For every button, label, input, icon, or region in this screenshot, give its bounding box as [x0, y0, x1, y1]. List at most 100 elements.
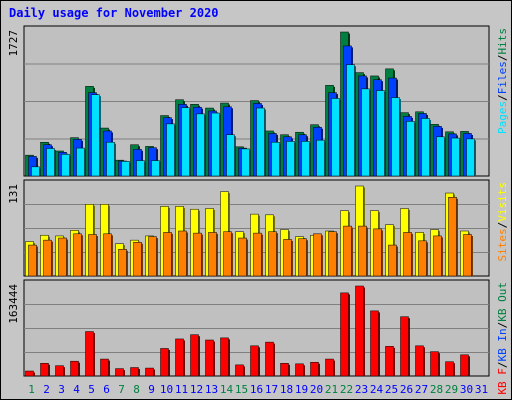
bar-pages-17 [271, 141, 280, 177]
bar-sites-17 [268, 231, 277, 277]
bar-sites-20 [313, 233, 322, 277]
day-label-23: 23 [355, 383, 368, 396]
bar-kb-f-17 [265, 341, 274, 377]
legend-hits-files-pages: Pages/Files/Hits [496, 28, 509, 134]
bar-kb-f-26 [400, 316, 409, 377]
bar-pages-22 [346, 64, 355, 177]
bar-kb-f-1 [25, 370, 34, 377]
legend-entry: KB Out [496, 282, 509, 322]
bar-kb-f-12 [190, 334, 199, 377]
bar-sites-5 [88, 234, 97, 277]
bar-pages-26 [406, 121, 415, 177]
bar-sites-7 [118, 249, 127, 277]
bar-sites-13 [208, 232, 217, 277]
bar-pages-11 [181, 107, 190, 177]
bar-pages-9 [151, 160, 160, 177]
bar-pages-15 [241, 148, 250, 177]
bar-sites-27 [418, 240, 427, 277]
bar-pages-2 [46, 148, 55, 177]
y-max-label: 163444 [7, 284, 20, 324]
day-label-26: 26 [400, 383, 413, 396]
day-label-9: 9 [148, 383, 155, 396]
bar-kb-f-20 [310, 361, 319, 377]
bar-kb-f-5 [85, 331, 94, 377]
bar-pages-30 [466, 138, 475, 177]
day-label-22: 22 [340, 383, 353, 396]
bar-kb-f-7 [115, 368, 124, 377]
bar-sites-30 [463, 234, 472, 277]
chart-title: Daily usage for November 2020 [9, 6, 219, 20]
bar-pages-19 [301, 141, 310, 177]
bar-kb-f-19 [295, 363, 304, 377]
bar-sites-19 [298, 238, 307, 277]
day-label-2: 2 [43, 383, 50, 396]
bar-kb-f-11 [175, 338, 184, 377]
bar-sites-18 [283, 239, 292, 277]
bar-pages-8 [136, 160, 145, 177]
day-label-10: 10 [160, 383, 173, 396]
bar-sites-14 [223, 231, 232, 277]
day-label-13: 13 [205, 383, 218, 396]
day-label-15: 15 [235, 383, 248, 396]
bar-sites-9 [148, 236, 157, 277]
day-label-28: 28 [430, 383, 443, 396]
day-label-8: 8 [133, 383, 140, 396]
bar-sites-26 [403, 232, 412, 277]
legend-kbytes: KB F/KB In/KB Out [496, 282, 509, 395]
day-label-7: 7 [118, 383, 125, 396]
bar-kb-f-23 [355, 285, 364, 377]
bar-sites-21 [328, 231, 337, 277]
bar-kb-f-13 [205, 339, 214, 377]
day-label-27: 27 [415, 383, 428, 396]
bar-pages-16 [256, 107, 265, 177]
bar-kb-f-21 [325, 358, 334, 377]
bar-sites-15 [238, 237, 247, 277]
bar-sites-16 [253, 232, 262, 277]
y-max-label: 1727 [7, 30, 20, 57]
bar-sites-22 [343, 225, 352, 277]
bar-sites-6 [103, 233, 112, 277]
day-label-6: 6 [103, 383, 110, 396]
bar-kb-f-16 [250, 345, 259, 377]
bar-sites-2 [43, 239, 52, 277]
bar-pages-25 [391, 97, 400, 177]
bar-kb-f-9 [145, 367, 154, 377]
bar-pages-4 [76, 147, 85, 177]
bar-sites-4 [73, 233, 82, 277]
bar-kb-f-8 [130, 367, 139, 377]
legend-entry: KB In [496, 328, 509, 361]
legend-entry: Hits [496, 28, 509, 55]
bar-kb-f-4 [70, 360, 79, 377]
day-label-19: 19 [295, 383, 308, 396]
day-label-17: 17 [265, 383, 278, 396]
day-label-20: 20 [310, 383, 323, 396]
bar-sites-1 [28, 244, 37, 277]
bar-pages-24 [376, 90, 385, 177]
y-max-label: 131 [7, 184, 20, 204]
bar-kb-f-15 [235, 364, 244, 377]
bar-pages-3 [61, 154, 70, 177]
day-label-29: 29 [445, 383, 458, 396]
bar-sites-24 [373, 228, 382, 277]
day-label-21: 21 [325, 383, 338, 396]
day-label-30: 30 [460, 383, 473, 396]
bar-pages-13 [211, 112, 220, 177]
day-label-3: 3 [58, 383, 65, 396]
bar-pages-18 [286, 141, 295, 177]
bar-sites-29 [448, 197, 457, 277]
bar-sites-12 [193, 232, 202, 277]
bar-sites-25 [388, 244, 397, 277]
bar-pages-28 [436, 136, 445, 177]
bar-kb-f-22 [340, 292, 349, 377]
bar-kb-f-6 [100, 358, 109, 377]
bar-pages-12 [196, 113, 205, 177]
bar-pages-23 [361, 88, 370, 177]
day-label-24: 24 [370, 383, 384, 396]
bar-kb-f-25 [385, 346, 394, 377]
day-label-5: 5 [88, 383, 95, 396]
bar-kb-f-28 [430, 351, 439, 377]
legend-entry: Visits [496, 182, 509, 222]
day-label-12: 12 [190, 383, 203, 396]
day-label-14: 14 [220, 383, 234, 396]
